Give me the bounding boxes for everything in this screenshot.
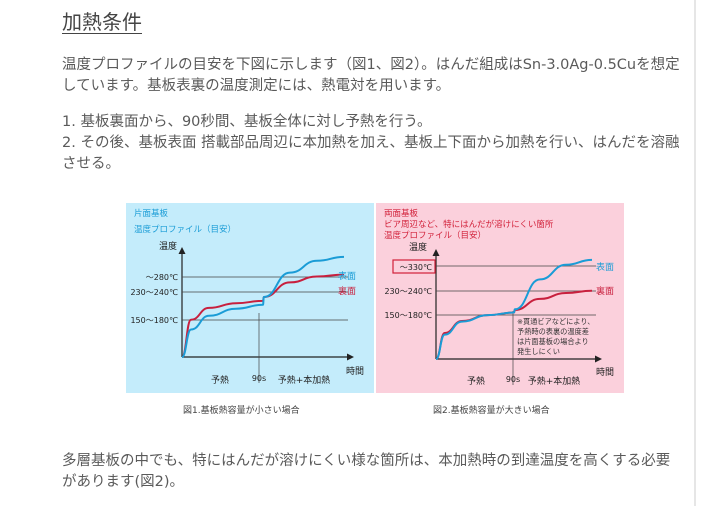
closing-paragraph: 多層基板の中でも、特にはんだが溶けにくい様な箇所は、本加熱時の到達温度を高くする… [62, 453, 671, 490]
right-gutter [696, 0, 710, 506]
fig2-title-line-2: ビア周辺など、特にはんだが溶けにくい箇所 [384, 219, 554, 230]
fig2-title-line-3: 温度プロファイル（目安） [384, 230, 486, 241]
fig1-y-tick-label-3: 150～180℃ [130, 316, 178, 325]
fig2-series-surface-line [435, 258, 593, 360]
fig1-x-axis-label: 時間 [346, 366, 364, 377]
fig2-phase-label-main-heat: 予熱+本加熱 [528, 375, 581, 387]
article-content: 加熱条件 温度プロファイルの目安を下図に示します（図1、図2）。はんだ組成はSn… [62, 10, 682, 490]
figure-2-svg: 両面基板 ビア周辺など、特にはんだが溶けにくい箇所 温度プロファイル（目安） 温… [384, 208, 614, 387]
fig1-y-axis-label: 温度 [159, 240, 177, 252]
intro-paragraph: 温度プロファイルの目安を下図に示します（図1、図2）。はんだ組成はSn-3.0A… [62, 57, 680, 94]
fig1-series-back-label: 裏面 [338, 285, 356, 297]
figure-2-caption: 図2.基板熱容量が大きい場合 [433, 406, 550, 416]
figure-1-svg: 片面基板 温度プロファイル（目安） 温度 ～280℃ 230～240℃ 150～… [130, 208, 364, 386]
figure-1-chart: 片面基板 温度プロファイル（目安） 温度 ～280℃ 230～240℃ 150～… [126, 203, 374, 393]
fig2-y-tick-label-2: 230～240℃ [384, 287, 432, 296]
fig2-x-tick-label-90s: 90s [506, 375, 520, 384]
content-right-border [694, 0, 696, 506]
fig2-x-axis-arrow [595, 355, 602, 363]
step-item-1: 1. 基板裏面から、90秒間、基板全体に対し予熱を行う。 [62, 114, 432, 130]
fig2-annotation-line-2: 予熱時の表裏の温度差 [517, 327, 589, 336]
fig2-title-line-1: 両面基板 [384, 208, 419, 219]
figure-1-caption: 図1.基板熱容量が小さい場合 [183, 406, 300, 416]
fig1-title-line-1: 片面基板 [134, 208, 169, 219]
fig2-phase-label-preheat: 予熱 [467, 375, 485, 387]
fig2-y-tick-highlight-box [392, 259, 436, 274]
fig1-phase-label-preheat: 予熱 [211, 374, 229, 386]
fig2-series-back-label: 裏面 [596, 285, 614, 297]
step-item-2: 2. その後、基板表面 搭載部品周辺に本加熱を加え、基板上下面から加熱を行い、は… [62, 135, 680, 172]
fig2-annotation-line-3: は片面基板の場合より [517, 337, 589, 346]
fig1-y-axis-arrow [178, 247, 186, 254]
fig1-y-tick-label-2: 230～240℃ [130, 288, 178, 297]
fig2-y-axis-arrow [432, 249, 440, 256]
fig2-y-tick-label-3: 150～180℃ [384, 311, 432, 320]
fig1-title-line-2: 温度プロファイル（目安） [134, 224, 236, 235]
fig2-y-axis-label: 温度 [409, 241, 427, 253]
fig2-series-surface-label: 表面 [596, 261, 614, 273]
figure-2-chart: 両面基板 ビア周辺など、特にはんだが溶けにくい箇所 温度プロファイル（目安） 温… [376, 203, 624, 393]
section-heading: 加熱条件 [62, 10, 142, 34]
fig1-series-surface-line [181, 255, 345, 358]
fig2-annotation-line-1: ※貫通ビアなどにより、 [517, 317, 594, 326]
fig2-annotation-line-4: 発生しにくい [517, 347, 560, 356]
fig1-x-axis-arrow [347, 353, 354, 361]
fig2-x-axis-label: 時間 [596, 367, 614, 378]
fig1-x-tick-label-90s: 90s [252, 374, 266, 383]
fig2-y-tick-label-1: ～330℃ [400, 263, 432, 272]
steps-list: 1. 基板裏面から、90秒間、基板全体に対し予熱を行う。 2. その後、基板表面… [62, 112, 682, 175]
fig1-phase-label-main-heat: 予熱+本加熱 [278, 374, 331, 386]
fig1-y-tick-label-1: ～280℃ [146, 273, 178, 282]
fig1-series-surface-label: 表面 [338, 270, 356, 282]
